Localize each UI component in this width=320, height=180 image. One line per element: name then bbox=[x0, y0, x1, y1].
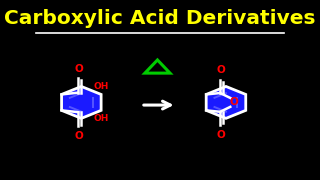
Text: O: O bbox=[75, 64, 84, 74]
Text: O: O bbox=[75, 131, 84, 141]
Text: OH: OH bbox=[93, 114, 109, 123]
Text: Carboxylic Acid Derivatives: Carboxylic Acid Derivatives bbox=[4, 9, 316, 28]
Text: OH: OH bbox=[93, 82, 109, 91]
Text: O: O bbox=[217, 130, 226, 140]
Text: O: O bbox=[217, 65, 226, 75]
Text: O: O bbox=[230, 97, 238, 107]
Polygon shape bbox=[206, 86, 246, 118]
Polygon shape bbox=[61, 86, 101, 118]
